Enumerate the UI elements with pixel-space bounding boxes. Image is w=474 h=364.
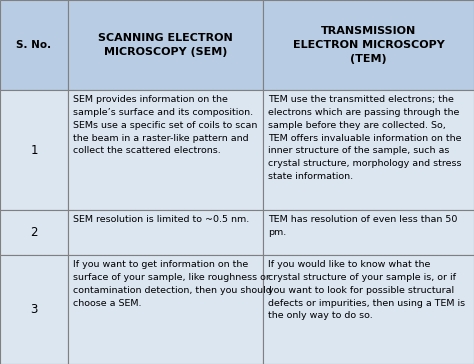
Bar — [263, 255, 474, 364]
Text: SCANNING ELECTRON
MICROSCOPY (SEM): SCANNING ELECTRON MICROSCOPY (SEM) — [98, 33, 233, 57]
Bar — [0, 90, 68, 210]
Text: 1: 1 — [30, 143, 38, 157]
Bar — [68, 210, 263, 255]
Bar — [0, 210, 68, 255]
Bar — [263, 210, 474, 255]
Text: TRANSMISSION
ELECTRON MICROSCOPY
(TEM): TRANSMISSION ELECTRON MICROSCOPY (TEM) — [292, 25, 444, 64]
Bar — [68, 90, 263, 210]
Text: SEM provides information on the
sample’s surface and its composition.
SEMs use a: SEM provides information on the sample’s… — [73, 95, 257, 155]
Text: If you want to get information on the
surface of your sample, like roughness or
: If you want to get information on the su… — [73, 260, 272, 308]
Bar — [68, 0, 263, 90]
Bar — [0, 255, 68, 364]
Bar — [0, 0, 68, 90]
Text: TEM use the transmitted electrons; the
electrons which are passing through the
s: TEM use the transmitted electrons; the e… — [268, 95, 462, 181]
Text: 2: 2 — [30, 226, 38, 239]
Text: S. No.: S. No. — [17, 40, 52, 50]
Bar — [263, 90, 474, 210]
Bar — [263, 0, 474, 90]
Text: TEM has resolution of even less than 50
pm.: TEM has resolution of even less than 50 … — [268, 215, 457, 237]
Text: SEM resolution is limited to ~0.5 nm.: SEM resolution is limited to ~0.5 nm. — [73, 215, 249, 224]
Text: 3: 3 — [30, 303, 38, 316]
Text: If you would like to know what the
crystal structure of your sample is, or if
yo: If you would like to know what the cryst… — [268, 260, 465, 320]
Bar — [68, 255, 263, 364]
